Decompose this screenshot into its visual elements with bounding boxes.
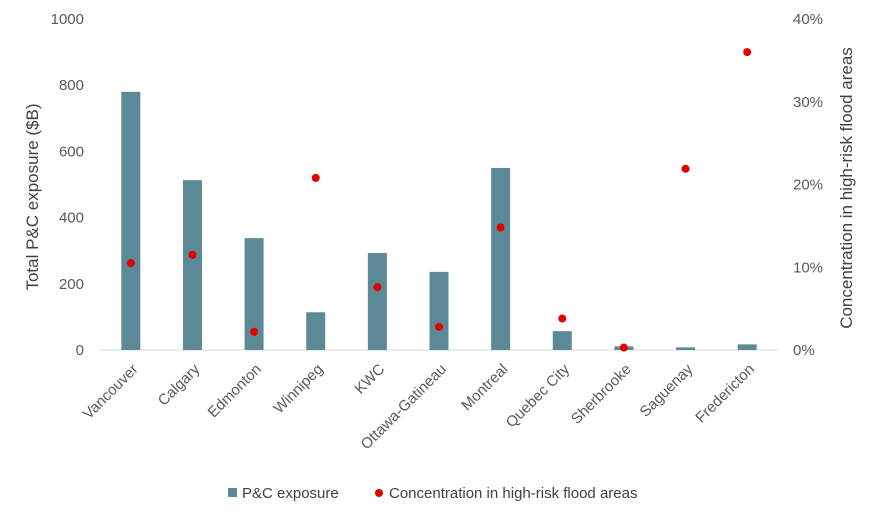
scatter-point <box>311 173 320 182</box>
bar <box>244 238 264 350</box>
y-tick-label: 1000 <box>51 11 84 28</box>
y2-tick-label: 20% <box>793 177 823 194</box>
y-tick-label: 400 <box>59 210 84 227</box>
category-label: Fredericton <box>692 361 758 427</box>
bar <box>121 91 141 350</box>
scatter-point <box>250 327 259 336</box>
bar <box>491 167 511 350</box>
legend-bar-label: P&C exposure <box>242 485 339 502</box>
bar <box>182 180 202 350</box>
category-label: Vancouver <box>80 361 142 423</box>
y2-axis-title: Concentration in high-risk flood areas <box>837 47 856 329</box>
y2-tick-label: 30% <box>793 94 823 111</box>
legend-dot-swatch <box>375 489 383 497</box>
legend-dot-label: Concentration in high-risk flood areas <box>389 485 637 502</box>
bar <box>552 331 572 350</box>
legend-bar-swatch <box>228 488 237 497</box>
scatter-point <box>681 164 690 173</box>
bar <box>429 271 449 350</box>
scatter-point <box>743 48 752 57</box>
category-label: Quebec City <box>503 360 574 431</box>
scatter-point <box>496 223 505 232</box>
scatter-point <box>188 250 197 259</box>
left-axis-ticks: 0 200 400 600 800 1000 <box>51 11 84 359</box>
bar <box>367 253 387 350</box>
scatter-series <box>126 48 752 352</box>
bar <box>737 344 757 350</box>
y-tick-label: 0 <box>76 342 84 359</box>
category-label: Calgary <box>155 360 204 409</box>
scatter-point <box>373 283 382 292</box>
bar <box>676 347 696 350</box>
category-label: Saguenay <box>637 360 697 420</box>
scatter-point <box>126 259 135 268</box>
scatter-point <box>558 314 567 323</box>
category-label: Winnipeg <box>270 361 326 417</box>
bar-series <box>121 91 757 350</box>
y-tick-label: 600 <box>59 143 84 160</box>
category-label: Montreal <box>458 361 511 414</box>
category-label: KWC <box>351 361 388 398</box>
legend: P&C exposure Concentration in high-risk … <box>228 485 637 502</box>
category-label: Sherbrooke <box>568 361 635 428</box>
y-axis-title: Total P&C exposure ($B) <box>23 103 42 290</box>
category-labels: Vancouver Calgary Edmonton Winnipeg KWCOttaw… <box>80 360 758 453</box>
y2-tick-label: 10% <box>793 259 823 276</box>
scatter-point <box>435 322 443 331</box>
y-tick-label: 800 <box>59 77 84 94</box>
y-tick-label: 200 <box>59 276 84 293</box>
category-label: Edmonton <box>205 361 265 421</box>
scatter-point <box>619 343 628 352</box>
y2-tick-label: 40% <box>793 11 823 28</box>
y2-tick-label: 0% <box>793 342 815 359</box>
bar <box>306 312 326 350</box>
right-axis-ticks: 0% 10% 20% 30% 40% <box>793 11 823 359</box>
